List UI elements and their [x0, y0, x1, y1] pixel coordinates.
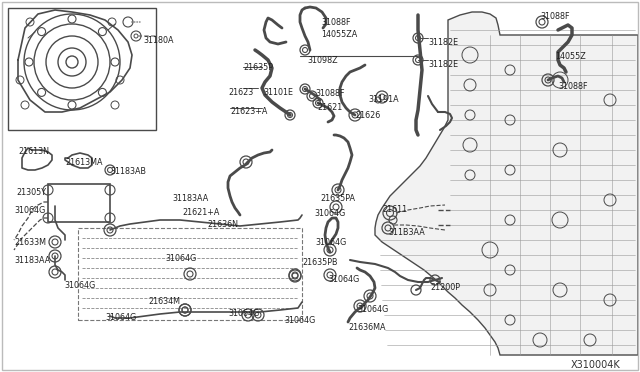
- Text: 21621: 21621: [317, 103, 342, 112]
- Text: 21634M: 21634M: [148, 297, 180, 306]
- Text: 31088F: 31088F: [315, 89, 344, 98]
- Text: 21626: 21626: [355, 111, 380, 120]
- Text: 311B3AA: 311B3AA: [388, 228, 425, 237]
- Text: 21200P: 21200P: [430, 283, 460, 292]
- Text: 31064G: 31064G: [315, 238, 346, 247]
- Text: 31088F: 31088F: [321, 18, 351, 27]
- Text: 21623: 21623: [228, 88, 253, 97]
- Text: 21633M: 21633M: [14, 238, 46, 247]
- Text: 31088F: 31088F: [540, 12, 570, 21]
- Bar: [8, 8, 156, 130]
- Text: 31098Z: 31098Z: [307, 56, 338, 65]
- Text: 31191A: 31191A: [368, 95, 399, 104]
- Text: 31183AA: 31183AA: [14, 256, 51, 265]
- Text: 31064G: 31064G: [357, 305, 388, 314]
- Text: 31183AA: 31183AA: [172, 194, 208, 203]
- Text: 21635P: 21635P: [243, 63, 273, 72]
- Text: 31088F: 31088F: [558, 82, 588, 91]
- Text: 31064G: 31064G: [328, 275, 359, 284]
- Text: 31064G: 31064G: [64, 281, 95, 290]
- Polygon shape: [375, 12, 638, 355]
- Text: 21623+A: 21623+A: [230, 107, 268, 116]
- Text: 31064G: 31064G: [165, 254, 196, 263]
- Text: 21621+A: 21621+A: [182, 208, 220, 217]
- Text: 21613N: 21613N: [18, 147, 49, 156]
- Text: 21636MA: 21636MA: [348, 323, 385, 332]
- Text: 21613MA: 21613MA: [65, 158, 102, 167]
- Text: 21636N: 21636N: [207, 220, 238, 229]
- Bar: [48, 184, 110, 222]
- Text: 31182E: 31182E: [428, 38, 458, 47]
- Text: 31101E: 31101E: [263, 88, 293, 97]
- Text: 31064G: 31064G: [105, 313, 136, 322]
- Text: 21635PA: 21635PA: [320, 194, 355, 203]
- Text: 31064G: 31064G: [14, 206, 45, 215]
- Text: 31180A: 31180A: [143, 36, 173, 45]
- Text: X310004K: X310004K: [570, 360, 620, 370]
- Text: 21635PB: 21635PB: [302, 258, 337, 267]
- Text: 31064G: 31064G: [228, 309, 259, 318]
- Text: 14055ZA: 14055ZA: [321, 30, 357, 39]
- Text: 14055Z: 14055Z: [555, 52, 586, 61]
- Text: 31182E: 31182E: [428, 60, 458, 69]
- Text: 21611: 21611: [382, 205, 407, 214]
- Text: 21305Y: 21305Y: [16, 188, 46, 197]
- Text: 31183AB: 31183AB: [110, 167, 146, 176]
- Bar: [78, 228, 302, 320]
- Text: 31064G: 31064G: [314, 209, 345, 218]
- Text: 31064G: 31064G: [284, 316, 316, 325]
